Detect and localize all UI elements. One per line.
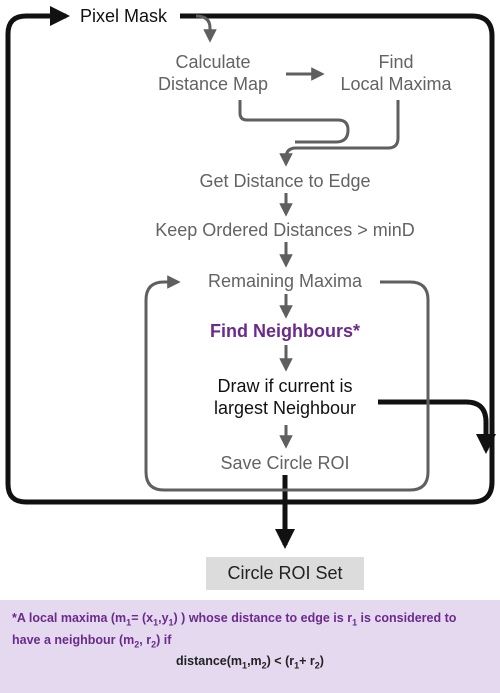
- neighbour-condition-equation: distance(m1,m2) < (r1+ r2): [176, 654, 324, 671]
- pixel-mask-label: Pixel Mask: [80, 6, 168, 26]
- find-merge-line: [279, 100, 400, 167]
- start-to-calculate-arrow: [195, 14, 217, 43]
- remaining-maxima-label: Remaining Maxima: [207, 271, 363, 291]
- draw-largest-neighbour-label: Draw if current is largest Neighbour: [213, 376, 357, 418]
- calculate-distance-map-label: Calculate Distance Map: [157, 52, 269, 94]
- calculate-merge-line: [238, 100, 350, 144]
- outer-loop-arrow: [5, 6, 495, 505]
- find-local-maxima-label: Find Local Maxima: [340, 52, 452, 94]
- distance-to-edge-label: Get Distance to Edge: [199, 171, 371, 191]
- circle-roi-set-box: Circle ROI Set: [206, 557, 364, 590]
- find-neighbours-label: Find Neighbours*: [210, 321, 360, 341]
- keep-ordered-distances-label: Keep Ordered Distances > minD: [155, 220, 415, 240]
- footnote-text: *A local maxima (m1= (x1,y1) ) whose dis…: [12, 611, 457, 649]
- footnote-panel: *A local maxima (m1= (x1,y1) ) whose dis…: [0, 600, 500, 693]
- draw-exit-arrow: [378, 399, 496, 454]
- inner-loop-arrow: [144, 275, 430, 492]
- save-circle-roi-label: Save Circle ROI: [220, 453, 350, 473]
